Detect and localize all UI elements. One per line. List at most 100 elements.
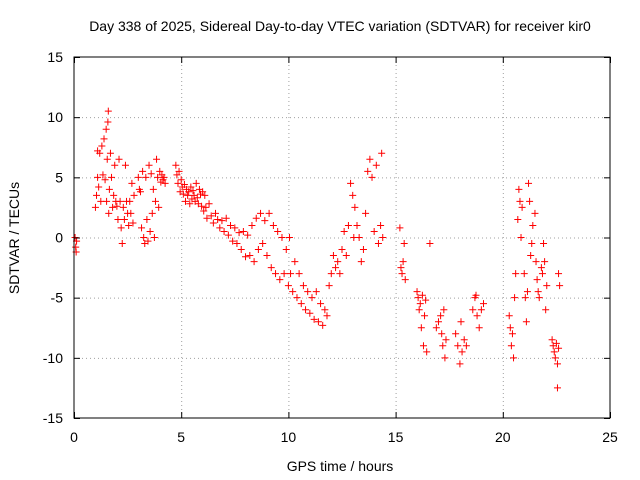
data-point [551,354,559,362]
data-point [203,214,211,222]
data-point [378,149,386,157]
x-tick-label: 0 [70,429,78,445]
data-point [209,219,217,227]
x-tick-label: 10 [281,429,297,445]
data-point [199,188,207,196]
data-point [541,258,549,266]
data-point [134,173,142,181]
data-point [139,167,147,175]
data-point [205,200,213,208]
data-point [531,209,539,217]
data-point [103,155,111,163]
data-point [143,215,151,223]
data-point [114,215,122,223]
data-point [161,179,169,187]
data-point [173,171,181,179]
data-point [372,161,380,169]
x-tick-label: 15 [388,429,404,445]
data-point [237,246,245,254]
data-point [147,170,155,178]
data-point [454,342,462,350]
data-point [506,324,514,332]
y-tick-label: 15 [47,49,63,65]
data-point [310,315,318,323]
data-point [514,215,522,223]
data-point [401,276,409,284]
data-point [116,197,124,205]
data-point [507,342,515,350]
data-point [130,191,138,199]
data-point [259,240,267,248]
data-point [216,224,224,232]
data-point [198,202,206,210]
data-point [535,294,543,302]
data-point [154,173,162,181]
data-point [278,234,286,241]
data-point [151,197,159,205]
data-point [291,258,299,266]
data-point [146,227,154,235]
data-point [505,312,513,320]
data-point [115,155,123,163]
data-point [542,306,550,314]
data-point [94,173,102,181]
data-point [364,167,372,175]
data-point [99,171,107,179]
data-point [297,300,305,308]
data-point [113,202,121,210]
data-point [148,209,156,217]
data-point [289,288,297,296]
data-point [186,200,194,208]
data-point [442,336,450,344]
data-point [106,149,114,157]
data-point [423,348,431,356]
data-point [537,264,545,272]
data-point [274,227,282,235]
data-point [329,252,337,260]
data-point [362,209,370,217]
y-tick-label: -10 [43,350,63,366]
data-point [193,194,201,202]
data-point [160,173,168,181]
data-point [120,215,128,223]
data-point [136,188,144,196]
data-point [201,191,209,199]
data-point [248,221,256,229]
data-point [351,203,359,211]
data-point [100,135,108,143]
data-point [129,219,137,227]
data-point [472,291,480,299]
data-point [366,155,374,163]
data-point [302,306,310,314]
data-point [287,270,295,278]
data-point [555,344,563,352]
data-point [321,306,329,314]
y-tick-label: -15 [43,410,63,426]
data-point [272,270,280,278]
data-point [250,258,258,266]
data-point [418,291,426,299]
data-point [437,312,445,320]
data-point [359,246,367,254]
data-point [121,161,129,169]
data-point [520,270,528,278]
data-point [119,203,127,211]
data-point [265,209,273,217]
data-point [235,229,243,237]
data-point [172,161,180,169]
data-point [200,207,208,215]
data-point [508,330,516,338]
data-point [397,264,405,272]
chart-title: Day 338 of 2025, Sidereal Day-to-day VTE… [89,18,591,34]
data-point [254,246,262,254]
data-point [525,179,533,187]
grid [74,57,610,418]
x-tick-label: 20 [495,429,511,445]
data-point [477,306,485,314]
data-point [419,342,427,350]
data-point [214,215,222,223]
data-point [218,217,226,225]
data-point [202,203,210,211]
data-point [314,318,322,326]
data-point [261,217,269,225]
